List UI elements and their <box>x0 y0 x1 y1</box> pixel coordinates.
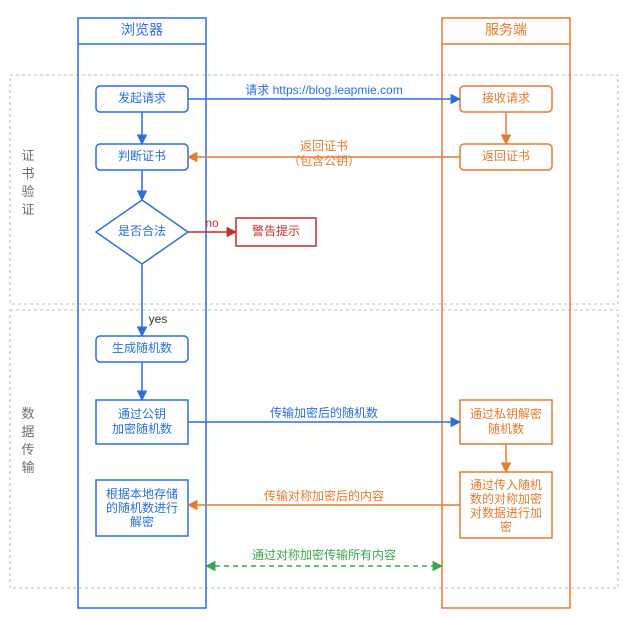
flow-diagram: 证 书 验 证 数 据 传 输 浏览器 服务端 发起请求 判断证书 是否合法 警… <box>0 0 629 619</box>
svg-text:验: 验 <box>21 184 34 199</box>
svg-text:加密随机数: 加密随机数 <box>112 421 172 436</box>
svg-text:证: 证 <box>21 148 34 163</box>
svg-text:随机数: 随机数 <box>488 421 524 436</box>
svg-text:密: 密 <box>500 519 512 534</box>
svg-text:通过私钥解密: 通过私钥解密 <box>470 406 542 421</box>
svg-text:（包含公钥）: （包含公钥） <box>288 153 360 168</box>
svg-text:返回证书: 返回证书 <box>300 139 348 153</box>
svg-text:传: 传 <box>21 442 34 457</box>
svg-text:接收请求: 接收请求 <box>482 90 530 105</box>
svg-text:书: 书 <box>21 166 34 181</box>
svg-text:通过公钥: 通过公钥 <box>118 407 166 421</box>
section-cert-label: 证 书 验 证 <box>21 148 34 217</box>
svg-text:传输加密后的随机数: 传输加密后的随机数 <box>270 405 378 420</box>
svg-text:数: 数 <box>21 406 34 421</box>
node-b-req-label: 发起请求 <box>118 90 166 105</box>
svg-text:输: 输 <box>21 460 34 475</box>
svg-text:通过传入随机: 通过传入随机 <box>470 477 542 492</box>
section-cert <box>10 75 618 304</box>
svg-text:根据本地存储: 根据本地存储 <box>106 486 178 501</box>
svg-text:的随机数进行: 的随机数进行 <box>106 500 178 515</box>
svg-text:据: 据 <box>21 424 34 439</box>
node-b-rand-label: 生成随机数 <box>112 340 172 355</box>
svg-text:对数据进行加: 对数据进行加 <box>470 505 542 520</box>
lane-browser-title: 浏览器 <box>121 22 163 38</box>
svg-text:传输对称加密后的内容: 传输对称加密后的内容 <box>264 488 384 503</box>
svg-text:数的对称加密: 数的对称加密 <box>470 491 542 506</box>
svg-text:no: no <box>205 216 219 230</box>
svg-text:解密: 解密 <box>130 514 154 529</box>
section-data <box>10 310 618 588</box>
node-b-warn-label: 警告提示 <box>252 223 300 238</box>
svg-text:yes: yes <box>149 312 168 326</box>
svg-text:通过对称加密传输所有内容: 通过对称加密传输所有内容 <box>252 547 396 562</box>
node-b-legal-label: 是否合法 <box>118 223 166 238</box>
edge-request-label: 请求 https://blog.leapmie.com <box>245 83 402 97</box>
svg-text:返回证书: 返回证书 <box>482 149 530 163</box>
node-b-judge-label: 判断证书 <box>118 148 166 163</box>
svg-text:证: 证 <box>21 202 34 217</box>
lane-server-title: 服务端 <box>485 22 527 38</box>
section-data-label: 数 据 传 输 <box>21 406 34 475</box>
